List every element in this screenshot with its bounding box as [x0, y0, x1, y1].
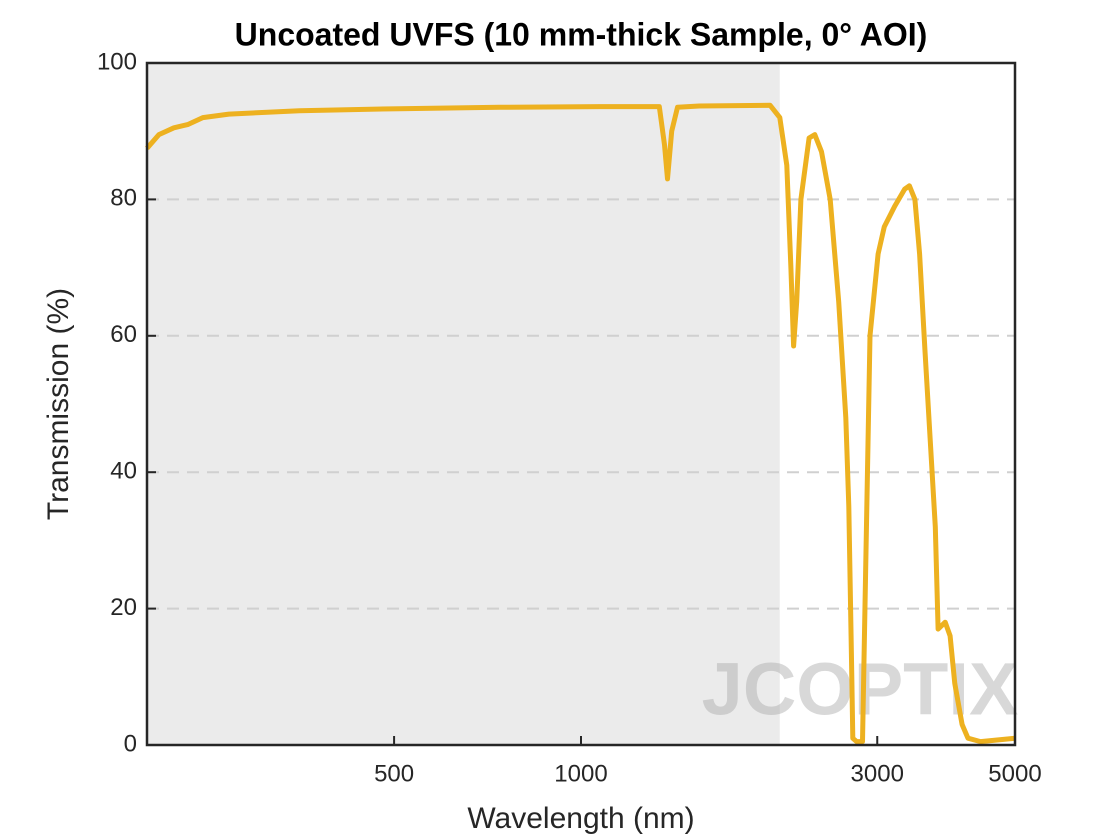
x-tick-label: 500	[374, 760, 414, 787]
y-tick-label: 60	[110, 321, 137, 348]
y-tick-label: 80	[110, 185, 137, 212]
y-tick-label: 40	[110, 458, 137, 485]
x-tick-label: 3000	[851, 760, 904, 787]
y-tick-label: 0	[124, 730, 137, 757]
x-tick-label: 5000	[988, 760, 1041, 787]
y-axis-label: Transmission (%)	[42, 288, 75, 520]
watermark: JCOPTIX	[702, 648, 1019, 731]
x-axis-label: Wavelength (nm)	[467, 802, 694, 835]
shaded-region	[147, 63, 780, 745]
chart-title: Uncoated UVFS (10 mm-thick Sample, 0° AO…	[235, 16, 928, 52]
plot-frame	[145, 61, 1017, 747]
data-line	[145, 102, 1016, 745]
y-tick-label: 100	[97, 48, 137, 75]
x-tick-label: 1000	[554, 760, 607, 787]
y-tick-label: 20	[110, 594, 137, 621]
